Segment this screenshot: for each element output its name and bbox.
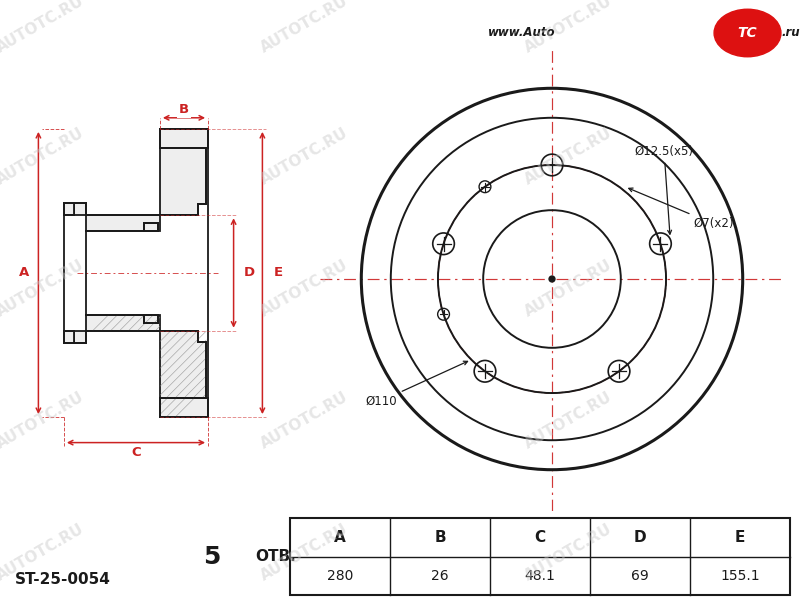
Text: AUTOTC.RU: AUTOTC.RU [0, 0, 86, 55]
Text: AUTOTC.RU: AUTOTC.RU [258, 257, 350, 319]
Text: AUTOTC.RU: AUTOTC.RU [522, 257, 614, 319]
Text: AUTOTC.RU: AUTOTC.RU [258, 0, 350, 55]
Text: AUTOTC.RU: AUTOTC.RU [522, 0, 614, 55]
Text: AUTOTC.RU: AUTOTC.RU [258, 125, 350, 187]
Text: 26: 26 [431, 569, 449, 583]
Text: B: B [434, 530, 446, 545]
Text: Ø12.5(x5): Ø12.5(x5) [634, 145, 694, 234]
Text: C: C [534, 530, 546, 545]
Text: AUTOTC.RU: AUTOTC.RU [0, 257, 86, 319]
Polygon shape [86, 215, 160, 232]
Polygon shape [74, 331, 86, 343]
Text: ST-25-0054: ST-25-0054 [14, 571, 110, 587]
Polygon shape [160, 148, 206, 215]
Text: D: D [244, 266, 255, 280]
Text: E: E [735, 530, 745, 545]
Text: .ru: .ru [781, 26, 799, 40]
Text: AUTOTC.RU: AUTOTC.RU [0, 389, 86, 451]
Polygon shape [160, 129, 208, 148]
Text: Ø110: Ø110 [366, 361, 467, 407]
Circle shape [549, 276, 555, 282]
Text: ОТВ.: ОТВ. [255, 549, 296, 564]
Text: AUTOTC.RU: AUTOTC.RU [0, 521, 86, 583]
Text: A: A [19, 266, 29, 280]
Text: 155.1: 155.1 [720, 569, 760, 583]
Text: AUTOTC.RU: AUTOTC.RU [258, 521, 350, 583]
Text: E: E [274, 266, 283, 280]
Text: www.Auto: www.Auto [488, 26, 556, 40]
Polygon shape [144, 223, 158, 232]
Text: 280: 280 [327, 569, 353, 583]
Polygon shape [64, 203, 74, 215]
Polygon shape [86, 314, 160, 331]
Text: A: A [334, 530, 346, 545]
Text: TC: TC [738, 26, 758, 40]
Text: AUTOTC.RU: AUTOTC.RU [0, 125, 86, 187]
Text: Ø7(x2): Ø7(x2) [629, 188, 734, 230]
Text: AUTOTC.RU: AUTOTC.RU [522, 125, 614, 187]
Text: B: B [179, 103, 189, 116]
Text: AUTOTC.RU: AUTOTC.RU [522, 521, 614, 583]
Text: 5: 5 [202, 545, 220, 569]
Text: AUTOTC.RU: AUTOTC.RU [522, 389, 614, 451]
Polygon shape [144, 314, 158, 323]
Polygon shape [160, 331, 206, 398]
Polygon shape [74, 203, 86, 215]
Text: C: C [131, 446, 141, 458]
Circle shape [714, 9, 781, 57]
Polygon shape [64, 331, 74, 343]
Text: 48.1: 48.1 [525, 569, 555, 583]
Polygon shape [160, 398, 208, 417]
Bar [290, 518, 790, 595]
Text: 69: 69 [631, 569, 649, 583]
Text: AUTOTC.RU: AUTOTC.RU [258, 389, 350, 451]
Text: D: D [634, 530, 646, 545]
